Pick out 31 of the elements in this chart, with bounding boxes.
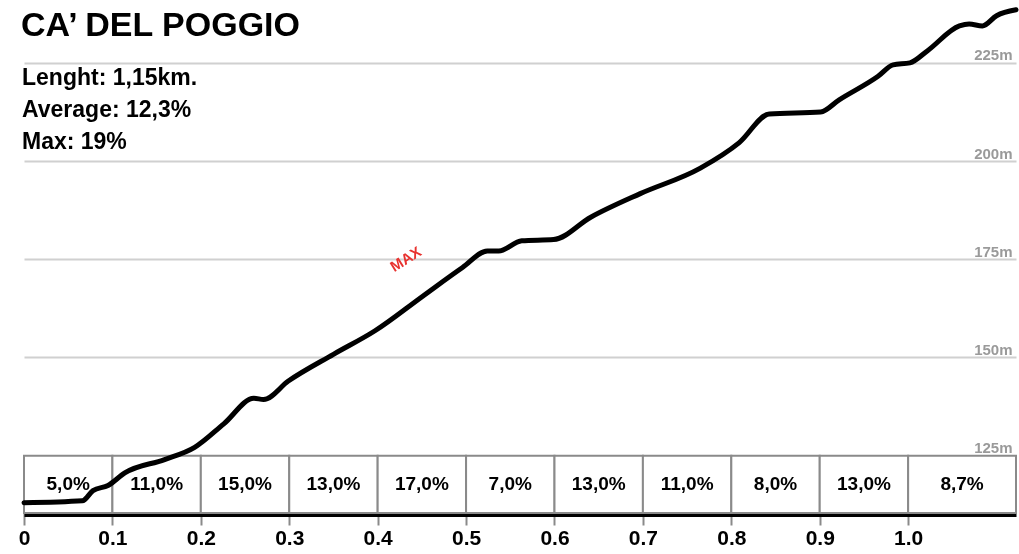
y-tick-label: 225m [974,46,1013,64]
y-tick-label: 200m [974,144,1013,162]
x-tick-label: 0.4 [363,525,394,549]
annotation: Lenght: 1,15km. [22,64,198,90]
chart-title: CA’ DEL POGGIO [21,5,300,43]
x-tick-label: 0.6 [540,525,570,549]
band-label: 15,0% [218,473,273,495]
x-tick-label: 0.1 [98,525,128,549]
band-label: 8,0% [753,473,798,495]
x-tick-label: 0.9 [805,525,835,549]
band-label: 13,0% [306,473,361,495]
x-tick-label: 0.2 [186,525,216,549]
x-tick-label: 1.0 [894,525,924,549]
band-label: 5,0% [46,473,90,495]
x-tick-label: 0 [18,525,31,549]
band-label: 11,0% [130,473,184,495]
y-tick-label: 150m [974,340,1013,358]
x-tick-label: 0.3 [275,525,305,549]
x-tick-label: 0.5 [451,525,482,549]
y-tick-label: 125m [974,439,1013,457]
y-tick-label: 175m [974,242,1013,260]
annotation: Max: 19% [22,128,127,154]
x-tick-label: 0.8 [717,525,747,549]
band-label: 13,0% [836,473,891,495]
band-label: 8,7% [940,473,984,495]
annotation: Average: 12,3% [22,96,192,122]
band-label: 17,0% [394,473,449,495]
band-label: 11,0% [660,473,714,495]
x-tick-label: 0.7 [628,525,658,549]
band-label: 13,0% [571,473,626,495]
band-label: 7,0% [488,473,533,495]
